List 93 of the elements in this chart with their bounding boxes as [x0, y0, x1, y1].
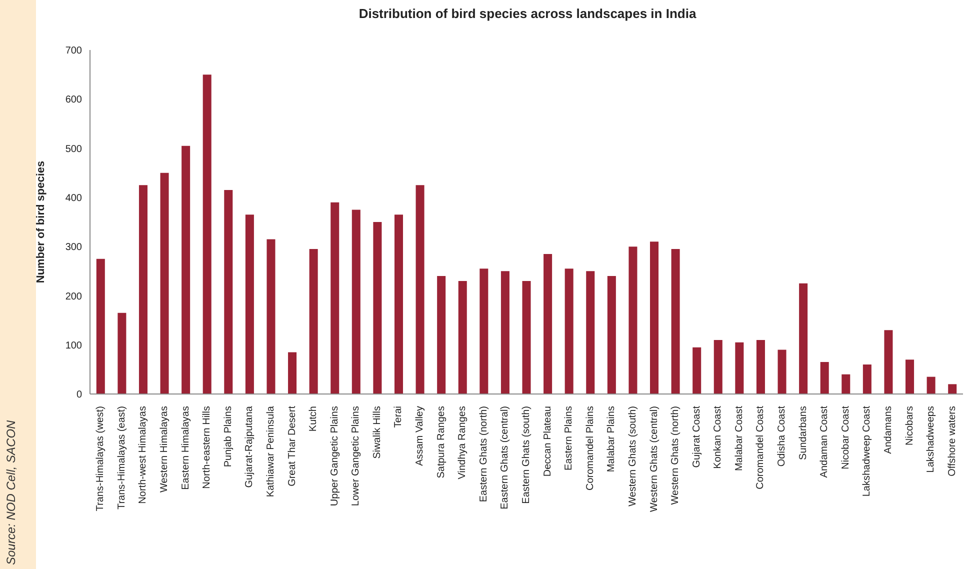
bar [330, 202, 340, 394]
y-tick-label: 300 [65, 242, 82, 254]
bar [778, 350, 786, 394]
bar [948, 384, 957, 394]
bar [224, 190, 233, 394]
x-tick-label: Lower Gangetic Plains [350, 406, 362, 506]
x-tick-label: Western Ghats (south) [627, 406, 638, 506]
bar [735, 342, 744, 394]
x-tick-label: Malabar Coast [734, 406, 745, 472]
bar [394, 214, 403, 394]
x-tick-label: Lakshadweep Coast [862, 406, 873, 497]
bar [522, 280, 531, 394]
bar [564, 268, 574, 394]
x-tick-label: Lakshadweeps [926, 406, 937, 473]
x-tick-label: Sundarbans [798, 406, 809, 460]
bar [692, 347, 702, 394]
bar [756, 340, 765, 394]
x-tick-label: Punjab Plains [222, 406, 234, 468]
y-tick-label: 100 [65, 340, 82, 352]
bar [118, 312, 126, 394]
bar [352, 210, 360, 394]
y-tick-label: 600 [65, 94, 82, 106]
bar [714, 340, 722, 394]
x-tick-label: Andaman Coast [819, 406, 830, 478]
chart-title: Distribution of bird species across landscapes in India [358, 6, 698, 21]
x-tick-label: Terai [393, 406, 404, 428]
x-tick-label: Gujarat-Rajputana [244, 406, 256, 488]
x-tick-label: Gujarat Coast [691, 406, 702, 468]
bar [544, 254, 552, 394]
y-tick-label: 400 [65, 192, 82, 204]
x-tick-label: Eastern Himalayas [180, 406, 192, 490]
bar [202, 74, 212, 394]
bar [820, 362, 829, 394]
bar [416, 185, 424, 394]
bar [96, 258, 105, 394]
x-tick-label: Kathiawar Peninsula [265, 406, 276, 498]
bar [586, 271, 595, 394]
bar [245, 214, 254, 394]
y-tick-label: 500 [65, 144, 82, 155]
x-tick-label: Eastern Plains [564, 406, 575, 470]
bar [799, 283, 808, 394]
x-tick-label: Coromandel Plains [584, 406, 596, 490]
x-tick-label: Coromandel Coast [755, 406, 766, 490]
x-tick-label: Western Ghats (north) [670, 406, 682, 505]
x-tick-label: Assam Valley [414, 406, 426, 466]
x-tick-label: North-west Himalayas [138, 406, 149, 504]
bar [842, 374, 850, 394]
x-tick-label: Trans-Himalayas (east) [116, 406, 128, 510]
x-tick-label: Eastern Ghats (north) [478, 406, 490, 502]
x-tick-label: Vindhya Ranges [457, 406, 468, 480]
bar [373, 222, 382, 394]
x-tick-label: Nicobars [904, 406, 916, 446]
bar [160, 172, 169, 394]
bar [309, 249, 318, 394]
bar [288, 352, 297, 394]
bar [628, 246, 638, 394]
bar [458, 280, 467, 394]
bar [182, 146, 190, 394]
bar [437, 276, 446, 394]
x-tick-label: Western Ghats (central) [648, 406, 660, 512]
x-tick-label: Eastern Ghats (south) [521, 406, 532, 504]
bar [650, 242, 659, 394]
x-tick-label: Satpura Ranges [436, 406, 447, 478]
y-tick-label: 200 [65, 291, 82, 302]
x-tick-label: Malabar Plains [606, 406, 618, 472]
x-tick-label: Odisha Coast [776, 406, 788, 467]
x-tick-label: Upper Gangetic Plains [329, 406, 340, 506]
bar [884, 330, 893, 394]
source-note: Source: NOD Cell, SACON [4, 420, 18, 565]
x-tick-label: Great Thar Desert [286, 406, 298, 486]
x-tick-label: Kutch [308, 406, 320, 432]
bar [906, 360, 914, 394]
bar [607, 276, 616, 394]
y-tick-label: 0 [76, 390, 82, 401]
y-tick-label: 700 [65, 46, 82, 57]
bar [671, 249, 680, 394]
bar [266, 239, 276, 394]
bar [500, 271, 510, 394]
x-tick-label: Siwalik Hills [372, 406, 383, 459]
x-tick-label: Deccan Plateau [542, 406, 554, 477]
y-axis-title: Number of bird species [34, 160, 47, 284]
x-tick-label: Konkan Coast [712, 406, 724, 469]
bar [862, 364, 872, 394]
bar [138, 185, 148, 394]
x-tick-label: Offshore waters [946, 406, 958, 476]
x-tick-label: Andamans [882, 406, 894, 454]
x-tick-label: North-eastern Hills [202, 406, 213, 489]
bar [926, 376, 936, 394]
bar [480, 268, 488, 394]
x-tick-label: Trans-Himalayas (west) [95, 406, 106, 512]
x-tick-label: Nicobar Coast [840, 406, 852, 470]
x-tick-label: Eastern Ghats (central) [500, 406, 511, 510]
x-tick-label: Western Himalayas [159, 406, 170, 493]
